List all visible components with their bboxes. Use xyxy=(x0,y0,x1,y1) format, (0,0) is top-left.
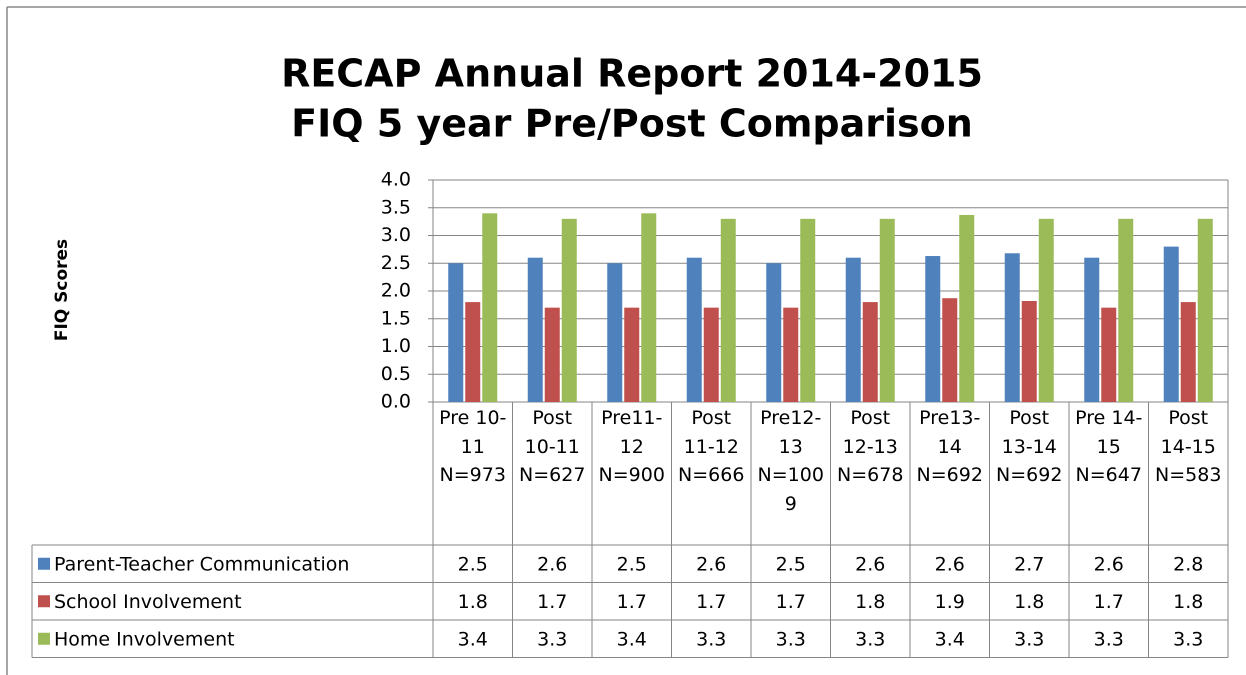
x-tick-label: Pre13-14 N=692 xyxy=(916,407,983,486)
bar xyxy=(686,257,702,402)
chart-subtitle: FIQ 5 year Pre/Post Comparison xyxy=(291,102,973,146)
bar xyxy=(800,218,816,402)
bar xyxy=(527,257,543,402)
table-value: 1.7 xyxy=(1094,591,1124,613)
bar xyxy=(544,307,560,402)
bar xyxy=(448,263,464,402)
x-tick-label: Pre11-12 N=900 xyxy=(598,407,665,486)
bar xyxy=(703,307,719,402)
table-value: 3.3 xyxy=(855,628,885,650)
table-value: 2.6 xyxy=(935,553,965,575)
table-value: 2.6 xyxy=(537,553,567,575)
bar xyxy=(1038,218,1054,402)
x-tick-label: Pre 14-15 N=647 xyxy=(1075,407,1143,486)
y-tick-label: 3.0 xyxy=(381,224,411,246)
chart-title: RECAP Annual Report 2014-2015 xyxy=(281,52,983,96)
table-value: 2.5 xyxy=(458,553,488,575)
table-value: 1.7 xyxy=(776,591,806,613)
y-axis-label: FIQ Scores xyxy=(52,239,72,341)
x-tick-label: Post 14-15 N=583 xyxy=(1155,407,1222,486)
legend-key xyxy=(38,632,50,645)
bar xyxy=(783,307,799,402)
table-value: 1.9 xyxy=(935,591,965,613)
table-value: 3.3 xyxy=(696,628,726,650)
table-value: 2.6 xyxy=(855,553,885,575)
y-tick-label: 4.0 xyxy=(381,169,411,191)
y-tick-label: 2.5 xyxy=(381,252,411,274)
bar xyxy=(624,307,640,402)
bar xyxy=(1197,218,1213,402)
bar xyxy=(925,256,941,402)
table-value: 3.4 xyxy=(617,628,647,650)
table-value: 1.7 xyxy=(537,591,567,613)
table-value: 3.3 xyxy=(776,628,806,650)
y-tick-label: 2.0 xyxy=(381,280,411,302)
table-value: 1.8 xyxy=(855,591,885,613)
bar xyxy=(1021,300,1037,402)
table-value: 3.3 xyxy=(1173,628,1203,650)
bar xyxy=(1180,302,1196,402)
bar xyxy=(959,214,975,402)
bar xyxy=(1004,253,1020,402)
bar xyxy=(1163,246,1179,402)
bar xyxy=(465,302,481,402)
y-tick-label: 0.5 xyxy=(381,363,411,385)
table-value: 2.8 xyxy=(1173,553,1203,575)
table-value: 3.3 xyxy=(537,628,567,650)
legend-label: Home Involvement xyxy=(54,628,235,650)
bar xyxy=(1118,218,1134,402)
bar xyxy=(845,257,861,402)
table-value: 1.8 xyxy=(458,591,488,613)
bar xyxy=(1101,307,1117,402)
table-value: 3.4 xyxy=(458,628,488,650)
bar xyxy=(766,263,782,402)
table-value: 3.3 xyxy=(1014,628,1044,650)
table-value: 2.6 xyxy=(696,553,726,575)
bar xyxy=(607,263,623,402)
table-value: 1.8 xyxy=(1173,591,1203,613)
table-value: 1.8 xyxy=(1014,591,1044,613)
table-value: 2.7 xyxy=(1014,553,1044,575)
x-tick-label: Post 13-14 N=692 xyxy=(996,407,1063,486)
y-tick-label: 3.5 xyxy=(381,196,411,218)
x-tick-label: Pre 10-11 N=973 xyxy=(439,407,507,486)
bar xyxy=(720,218,736,402)
y-tick-label: 1.5 xyxy=(381,307,411,329)
bar xyxy=(862,302,878,402)
legend-key xyxy=(38,557,50,570)
bar xyxy=(641,213,657,402)
x-tick-label: Post 10-11 N=627 xyxy=(519,407,586,486)
bar xyxy=(879,218,895,402)
y-tick-label: 0.0 xyxy=(381,391,411,413)
x-tick-label: Pre12-13 N=1009 xyxy=(757,407,824,515)
table-value: 1.7 xyxy=(696,591,726,613)
bar xyxy=(942,298,958,402)
legend-label: Parent-Teacher Communication xyxy=(54,553,349,575)
table-value: 2.5 xyxy=(776,553,806,575)
x-tick-label: Post 11-12 N=666 xyxy=(678,407,745,486)
bar xyxy=(482,213,498,402)
legend-key xyxy=(38,595,50,608)
table-value: 1.7 xyxy=(617,591,647,613)
table-value: 3.4 xyxy=(935,628,965,650)
y-tick-label: 1.0 xyxy=(381,335,411,357)
bar xyxy=(1084,257,1100,402)
table-value: 2.5 xyxy=(617,553,647,575)
table-value: 2.6 xyxy=(1094,553,1124,575)
legend-label: School Involvement xyxy=(54,591,242,613)
x-tick-label: Post 12-13 N=678 xyxy=(837,407,904,486)
table-value: 3.3 xyxy=(1094,628,1124,650)
bar xyxy=(561,218,577,402)
